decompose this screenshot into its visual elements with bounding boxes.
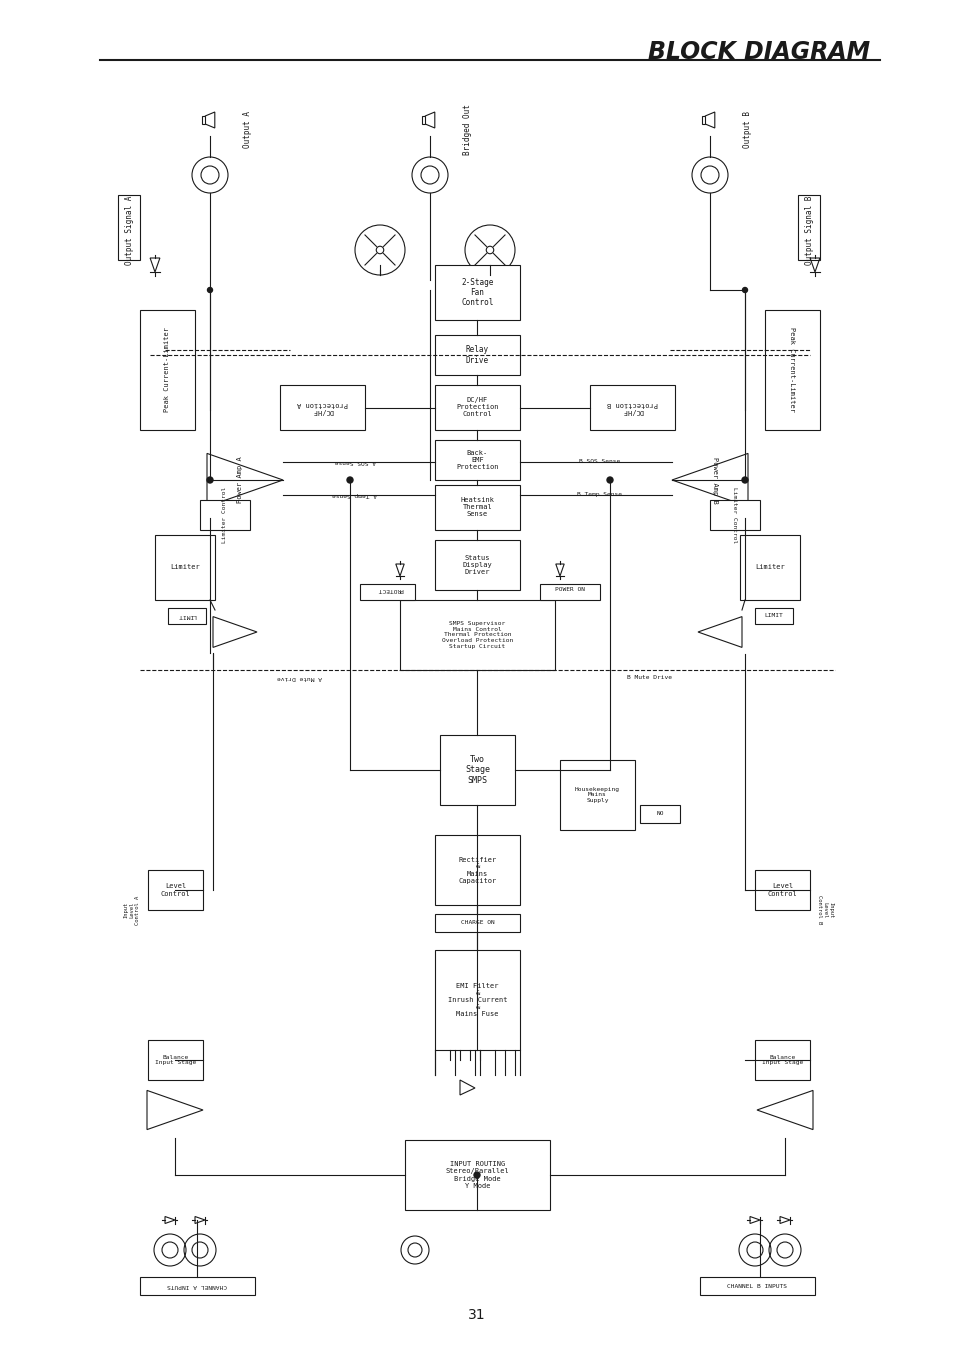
Text: Peak Current-Limiter: Peak Current-Limiter	[789, 328, 795, 413]
FancyBboxPatch shape	[439, 734, 515, 805]
Text: A Mute Drive: A Mute Drive	[277, 675, 322, 680]
Circle shape	[207, 477, 213, 483]
FancyBboxPatch shape	[168, 608, 206, 624]
Text: B Mute Drive: B Mute Drive	[627, 675, 672, 680]
FancyBboxPatch shape	[701, 116, 704, 124]
Text: Power Amp B: Power Amp B	[711, 456, 718, 504]
Circle shape	[741, 477, 747, 483]
Text: Bridged Out: Bridged Out	[463, 104, 472, 155]
FancyBboxPatch shape	[709, 500, 760, 531]
Text: 2-Stage
Fan
Control: 2-Stage Fan Control	[461, 278, 493, 308]
Text: Back-
EMF
Protection: Back- EMF Protection	[456, 450, 498, 470]
FancyBboxPatch shape	[754, 608, 792, 624]
FancyBboxPatch shape	[148, 1040, 203, 1080]
Text: Limiter: Limiter	[755, 564, 784, 571]
Text: CHARGE ON: CHARGE ON	[460, 921, 494, 926]
FancyBboxPatch shape	[280, 385, 365, 431]
Text: DC/HF
Protection A: DC/HF Protection A	[296, 401, 348, 414]
FancyBboxPatch shape	[435, 485, 519, 531]
Text: Balance
Input Stage: Balance Input Stage	[154, 1054, 196, 1065]
FancyBboxPatch shape	[140, 310, 194, 431]
Text: LIMIT: LIMIT	[763, 613, 782, 618]
FancyBboxPatch shape	[359, 585, 415, 599]
Text: INPUT ROUTING
Stereo/Parallel
Bridge Mode
Y Mode: INPUT ROUTING Stereo/Parallel Bridge Mod…	[445, 1161, 509, 1188]
FancyBboxPatch shape	[740, 535, 800, 599]
Text: B SOS Sense: B SOS Sense	[578, 459, 620, 464]
Text: A Temp Sense: A Temp Sense	[333, 493, 377, 498]
FancyBboxPatch shape	[797, 194, 820, 261]
Text: Power Amp A: Power Amp A	[236, 456, 243, 504]
Text: Input
Level
Control B: Input Level Control B	[816, 895, 832, 925]
FancyBboxPatch shape	[539, 585, 599, 599]
Text: CHANNEL A INPUTS: CHANNEL A INPUTS	[168, 1284, 227, 1288]
FancyBboxPatch shape	[435, 265, 519, 320]
Text: Output B: Output B	[742, 112, 752, 148]
FancyBboxPatch shape	[754, 1040, 809, 1080]
FancyBboxPatch shape	[118, 194, 140, 261]
FancyBboxPatch shape	[399, 599, 555, 670]
Text: NO: NO	[656, 811, 663, 817]
Circle shape	[474, 1172, 479, 1179]
Text: Output Signal A: Output Signal A	[126, 196, 134, 265]
Text: SMPS Supervisor
Mains Control
Thermal Protection
Overload Protection
Startup Cir: SMPS Supervisor Mains Control Thermal Pr…	[441, 621, 513, 649]
Text: Limiter: Limiter	[170, 564, 200, 571]
FancyBboxPatch shape	[435, 335, 519, 375]
Text: A SOS Sense: A SOS Sense	[334, 459, 375, 464]
Text: Input
Level
Control A: Input Level Control A	[124, 895, 140, 925]
Text: PROTECT: PROTECT	[376, 587, 403, 593]
FancyBboxPatch shape	[405, 1139, 550, 1210]
FancyBboxPatch shape	[421, 116, 425, 124]
FancyBboxPatch shape	[140, 1277, 254, 1295]
FancyBboxPatch shape	[764, 310, 820, 431]
Text: POWER ON: POWER ON	[555, 587, 584, 593]
Text: Balance
Input Stage: Balance Input Stage	[761, 1054, 802, 1065]
Text: DC/HF
Protection
Control: DC/HF Protection Control	[456, 397, 498, 417]
FancyBboxPatch shape	[435, 914, 519, 931]
Text: Output Signal B: Output Signal B	[804, 196, 814, 265]
Text: Level
Control: Level Control	[160, 883, 191, 896]
FancyBboxPatch shape	[148, 869, 203, 910]
FancyBboxPatch shape	[589, 385, 675, 431]
Text: CHANNEL B INPUTS: CHANNEL B INPUTS	[727, 1284, 786, 1288]
FancyBboxPatch shape	[700, 1277, 814, 1295]
Text: Relay
Drive: Relay Drive	[465, 346, 489, 365]
Text: Two
Stage
SMPS: Two Stage SMPS	[464, 755, 490, 784]
Text: DC/HF
Protection B: DC/HF Protection B	[606, 401, 658, 414]
Text: Peak Current-Limiter: Peak Current-Limiter	[164, 328, 171, 413]
Circle shape	[741, 288, 747, 293]
FancyBboxPatch shape	[639, 805, 679, 823]
Text: Heatsink
Thermal
Sense: Heatsink Thermal Sense	[460, 498, 494, 517]
Text: 31: 31	[468, 1308, 485, 1322]
FancyBboxPatch shape	[435, 385, 519, 431]
FancyBboxPatch shape	[435, 836, 519, 904]
Circle shape	[347, 477, 353, 483]
FancyBboxPatch shape	[200, 500, 250, 531]
FancyBboxPatch shape	[754, 869, 809, 910]
FancyBboxPatch shape	[435, 950, 519, 1050]
Circle shape	[606, 477, 613, 483]
Text: LIMIT: LIMIT	[177, 613, 196, 618]
Text: EMI Filter
&
Inrush Current
&
Mains Fuse: EMI Filter & Inrush Current & Mains Fuse	[447, 983, 507, 1017]
FancyBboxPatch shape	[435, 440, 519, 481]
Circle shape	[208, 288, 213, 293]
Text: Rectifier
&
Mains
Capacitor: Rectifier & Mains Capacitor	[457, 856, 497, 883]
FancyBboxPatch shape	[435, 540, 519, 590]
Text: BLOCK DIAGRAM: BLOCK DIAGRAM	[647, 40, 869, 63]
FancyBboxPatch shape	[202, 116, 205, 124]
Text: Limiter Control: Limiter Control	[732, 487, 737, 543]
Text: Limiter Control: Limiter Control	[222, 487, 227, 543]
Text: Status
Display
Driver: Status Display Driver	[462, 555, 492, 575]
Text: Output A: Output A	[243, 112, 253, 148]
FancyBboxPatch shape	[154, 535, 214, 599]
Text: Housekeeping
Mains
Supply: Housekeeping Mains Supply	[575, 787, 619, 803]
Text: Level
Control: Level Control	[767, 883, 797, 896]
FancyBboxPatch shape	[559, 760, 635, 830]
Text: B Temp Sense: B Temp Sense	[577, 493, 622, 498]
